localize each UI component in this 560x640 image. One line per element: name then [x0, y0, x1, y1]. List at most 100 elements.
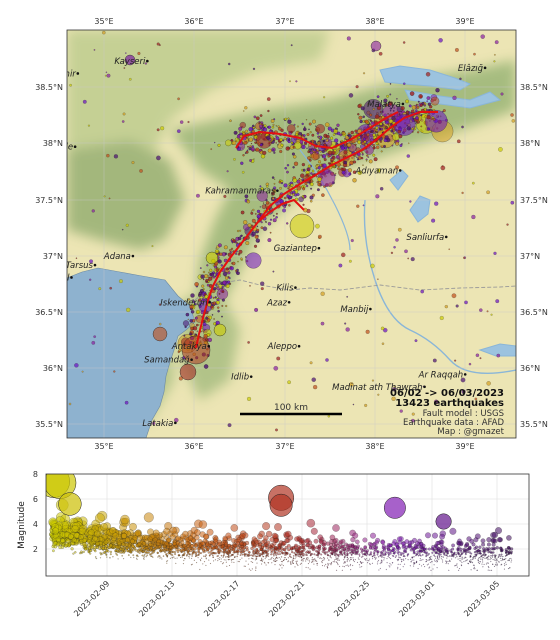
magnitude-point: [507, 551, 510, 554]
magnitude-point: [322, 547, 326, 551]
magnitude-point: [452, 554, 455, 556]
earthquake-dot: [279, 149, 283, 154]
magnitude-point: [227, 552, 230, 555]
earthquake-dot: [309, 131, 312, 134]
magnitude-point: [500, 549, 504, 552]
magnitude-point: [419, 563, 421, 565]
lat-tick-label: 38.5°N: [35, 83, 63, 92]
magnitude-point: [479, 562, 481, 564]
magnitude-point: [149, 553, 152, 556]
magnitude-point: [81, 538, 87, 543]
magnitude-point: [397, 559, 399, 561]
magnitude-point: [465, 543, 469, 548]
magnitude-point: [103, 551, 106, 554]
magnitude-point: [366, 551, 369, 554]
magnitude-point: [204, 555, 207, 558]
magnitude-point: [259, 547, 263, 551]
magnitude-point: [225, 532, 232, 539]
earthquake-dot: [217, 243, 222, 248]
magnitude-point: [455, 564, 457, 566]
magnitude-point: [166, 562, 168, 564]
magnitude-point: [334, 559, 336, 561]
magnitude-point: [274, 545, 278, 550]
magnitude-point: [248, 568, 250, 570]
magnitude-point: [494, 565, 496, 567]
earthquake-dot: [217, 267, 219, 270]
magnitude-point: [305, 560, 307, 562]
magnitude-point: [362, 561, 364, 563]
magnitude-point: [442, 561, 444, 563]
earthquake-dot: [408, 104, 412, 108]
earthquake-dot: [196, 330, 198, 332]
magnitude-point: [173, 550, 176, 554]
magnitude-point: [416, 550, 419, 553]
earthquake-dot: [378, 51, 383, 56]
magnitude-point: [310, 527, 318, 535]
magnitude-point: [439, 550, 442, 553]
earthquake-dot: [156, 155, 161, 161]
earthquake-dot: [286, 222, 289, 225]
magnitude-point: [197, 557, 199, 559]
magnitude-point: [505, 561, 507, 563]
earthquake-dot: [221, 298, 225, 302]
magnitude-point: [492, 563, 494, 565]
magnitude-point: [282, 565, 284, 567]
magnitude-point: [335, 553, 338, 555]
magnitude-point: [212, 552, 215, 555]
magnitude-point: [262, 522, 271, 530]
magnitude-point: [121, 555, 123, 557]
magnitude-point: [505, 558, 507, 560]
magnitude-point: [388, 543, 393, 548]
earthquake-dot: [373, 157, 378, 162]
earthquake-dot: [350, 130, 354, 135]
magnitude-point: [436, 555, 439, 557]
magnitude-point: [109, 553, 112, 556]
magnitude-point: [379, 567, 381, 569]
magnitude-point: [296, 553, 299, 556]
magnitude-point: [166, 560, 168, 562]
city-dot: [294, 286, 297, 289]
magnitude-point: [58, 545, 62, 550]
earthquake-dot: [391, 396, 396, 401]
magnitude-point: [239, 541, 244, 546]
magnitude-point: [353, 558, 355, 560]
earthquake-dot: [251, 231, 256, 236]
x-tick-label: 2023-02-25: [332, 579, 371, 618]
earthquake-dot: [333, 149, 337, 152]
earthquake-dot: [295, 80, 298, 83]
magnitude-point: [363, 545, 367, 549]
earthquake-dot: [311, 377, 316, 382]
earthquake-dot: [189, 319, 193, 323]
magnitude-point: [317, 556, 319, 558]
earthquake-dot: [303, 127, 307, 132]
magnitude-point: [340, 544, 345, 549]
earthquake-dot: [69, 83, 72, 87]
magnitude-point: [277, 557, 279, 559]
magnitude-point: [199, 559, 201, 561]
lon-tick-label: 37°E: [275, 17, 294, 26]
magnitude-point: [442, 559, 444, 561]
magnitude-point: [210, 562, 212, 564]
magnitude-point: [338, 539, 344, 545]
magnitude-point: [397, 560, 399, 562]
earthquake-dot: [212, 296, 215, 299]
magnitude-point: [254, 540, 259, 545]
magnitude-point: [470, 561, 472, 563]
magnitude-point: [147, 536, 153, 542]
magnitude-point: [415, 554, 417, 557]
magnitude-point: [482, 556, 484, 558]
magnitude-point: [225, 561, 227, 563]
magnitude-point: [404, 563, 406, 565]
earthquake-dot: [262, 202, 265, 204]
earthquake-dot: [242, 110, 245, 112]
magnitude-point: [246, 555, 248, 557]
magnitude-point: [343, 561, 345, 563]
magnitude-point: [439, 553, 442, 556]
earthquake-dot: [409, 200, 412, 203]
magnitude-point: [449, 560, 451, 562]
magnitude-point: [365, 554, 368, 557]
earthquake-dot: [390, 251, 394, 254]
magnitude-point: [347, 558, 349, 560]
magnitude-point: [391, 562, 393, 564]
earthquake-dot: [320, 291, 325, 296]
